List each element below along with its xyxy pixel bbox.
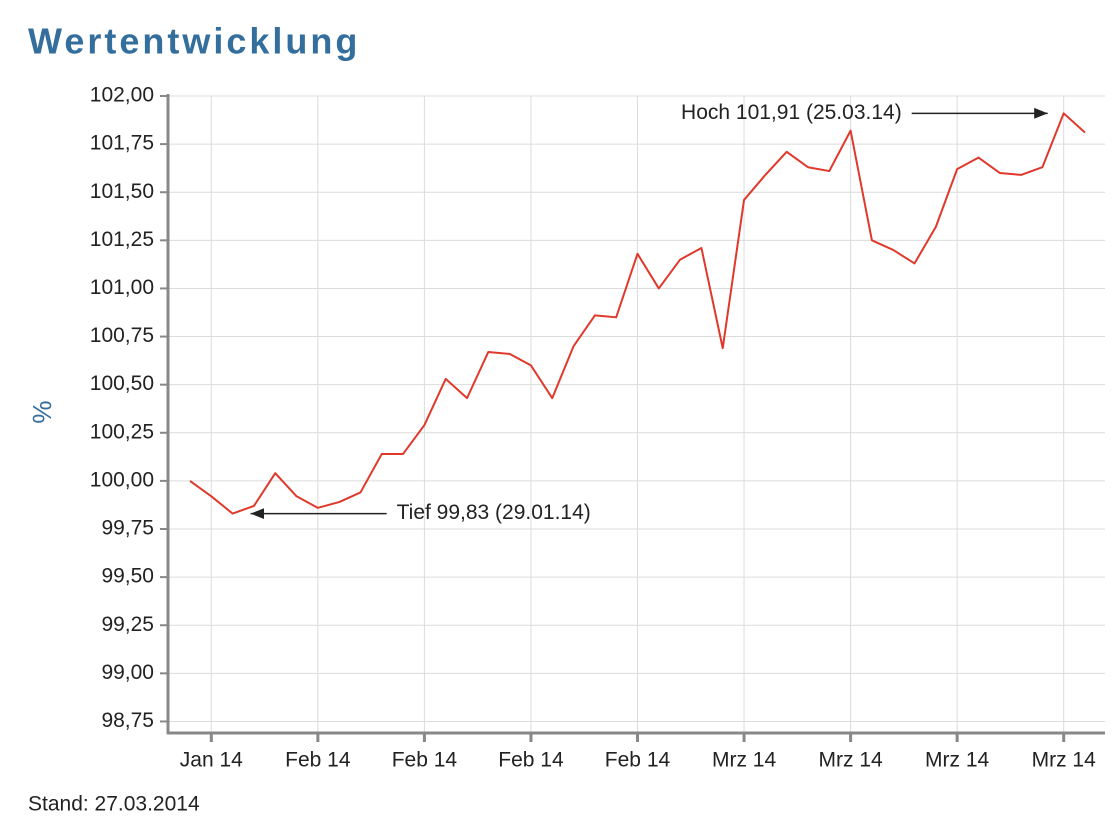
x-tick-label: Feb 14 <box>605 749 671 772</box>
y-axis-label: % <box>27 400 57 423</box>
footer: Stand: 27.03.2014 <box>28 793 200 816</box>
x-tick-label: Mrz 14 <box>1032 749 1097 772</box>
y-tick-label: 100,50 <box>90 372 154 395</box>
chart-title: Wertentwicklung <box>28 21 360 62</box>
y-tick-label: 99,75 <box>101 517 154 540</box>
x-tick-label: Jan 14 <box>180 749 243 772</box>
x-tick-label: Feb 14 <box>498 749 564 772</box>
annotation: Tief 99,83 (29.01.14) <box>397 501 591 524</box>
x-tick-label: Mrz 14 <box>712 749 777 772</box>
y-tick-label: 99,25 <box>101 613 154 636</box>
y-tick-label: 101,25 <box>90 228 154 251</box>
y-tick-label: 101,00 <box>90 276 154 299</box>
y-tick-label: 99,00 <box>101 661 154 684</box>
data-line <box>189 112 1086 515</box>
annotation: Hoch 101,91 (25.03.14) <box>681 101 902 124</box>
y-tick-label: 98,75 <box>101 709 154 732</box>
x-tick-label: Mrz 14 <box>819 749 884 772</box>
y-tick-label: 100,75 <box>90 324 154 347</box>
x-tick-label: Feb 14 <box>285 749 351 772</box>
y-tick-label: 99,50 <box>101 565 154 588</box>
y-tick-label: 101,50 <box>90 180 154 203</box>
y-tick-label: 100,00 <box>90 468 154 491</box>
y-tick-label: 101,75 <box>90 132 154 155</box>
x-tick-label: Mrz 14 <box>925 749 990 772</box>
y-tick-label: 100,25 <box>90 420 154 443</box>
x-tick-label: Feb 14 <box>392 749 458 772</box>
y-tick-label: 102,00 <box>90 84 154 107</box>
